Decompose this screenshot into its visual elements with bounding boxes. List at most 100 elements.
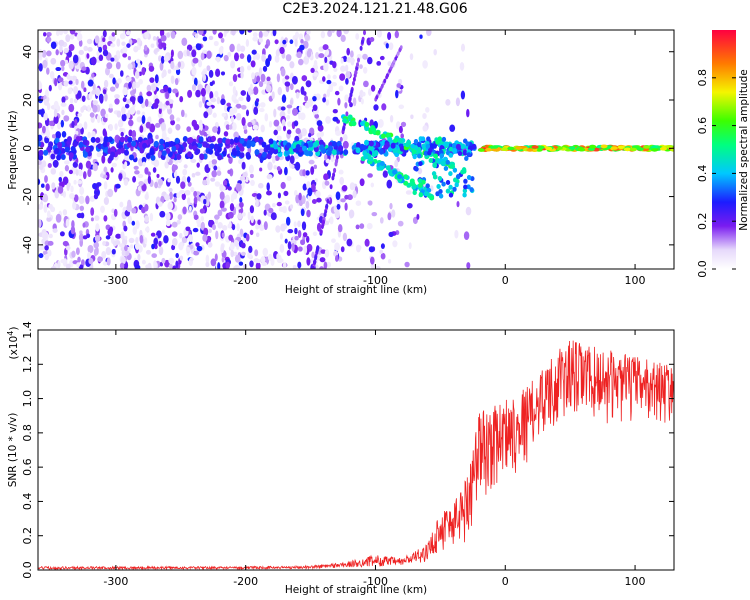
- spectrogram-cell: [165, 91, 170, 99]
- spectrogram-cell: [181, 37, 188, 46]
- spectrogram-cell: [55, 30, 60, 37]
- spectrogram-cell: [47, 240, 54, 246]
- spectrogram-cell: [124, 245, 128, 252]
- spectrogram-cell: [308, 159, 315, 165]
- spectrogram-cell: [459, 61, 465, 71]
- spectrogram-cell: [116, 110, 122, 118]
- spectrogram-cell: [386, 179, 393, 189]
- spectrogram-cell: [61, 109, 65, 116]
- spectrogram-cell: [286, 129, 292, 135]
- spectrogram-cell: [422, 113, 427, 119]
- spectrogram-cell: [160, 34, 167, 42]
- spectrogram-cell: [219, 183, 224, 192]
- spectrogram-cell: [79, 186, 85, 195]
- spectrogram-cell: [58, 30, 64, 36]
- y-tick-label: 20: [21, 93, 34, 107]
- spectrogram-cell: [249, 173, 254, 179]
- spectrogram-cell: [124, 103, 130, 109]
- snr-y-axis: 0.0 0.2 0.4 0.6 0.8 1.0 1.2 1.4: [21, 321, 674, 579]
- y-tick-label: 0.2: [21, 527, 34, 545]
- spectrogram-cell: [54, 78, 58, 87]
- spectrogram-cell: [191, 66, 197, 76]
- spectrogram-cell: [103, 197, 110, 205]
- spectrogram-cell: [172, 265, 177, 269]
- spectrogram-cell: [60, 59, 66, 67]
- spectrogram-cell: [149, 212, 154, 222]
- spectrogram-cell: [141, 156, 147, 164]
- colorbar-gradient: [712, 30, 736, 269]
- spectrogram-cell: [466, 108, 470, 118]
- spectrogram-cell: [266, 190, 272, 196]
- spectrogram-cell: [329, 216, 334, 225]
- spectrogram-cell: [193, 123, 200, 131]
- spectrogram-cell: [433, 153, 439, 159]
- spectrogram-cell: [315, 51, 320, 60]
- spectrogram-cell: [94, 215, 100, 221]
- spectrogram-cell: [272, 202, 276, 208]
- spectrogram-cell: [181, 192, 186, 201]
- spectrogram-cell: [121, 41, 126, 46]
- spectrogram-cell: [239, 65, 245, 74]
- spectrogram-cell: [350, 58, 356, 63]
- spectrogram-cell: [167, 178, 172, 183]
- spectrogram-cell: [379, 165, 385, 170]
- spectrogram-cell: [211, 170, 218, 178]
- spectrogram-cell: [202, 179, 208, 186]
- spectrogram-cell: [121, 106, 126, 115]
- spectrogram-cell: [38, 122, 43, 129]
- spectrogram-cell: [284, 166, 288, 176]
- spectrogram-cell: [284, 238, 288, 244]
- spectrogram-cell: [69, 193, 75, 199]
- spectrogram-cell: [163, 235, 169, 244]
- spectrogram-cell: [344, 194, 349, 200]
- spectrogram-cell: [347, 194, 353, 201]
- spectrogram-cell: [280, 67, 286, 77]
- spectrogram-cell: [199, 208, 206, 214]
- spectrogram-cell: [322, 44, 329, 51]
- spectrogram-cell: [404, 142, 410, 148]
- spectrogram-cell: [306, 181, 311, 190]
- spectrogram-cell: [195, 89, 201, 98]
- spectrogram-cell: [274, 55, 280, 63]
- spectrogram-cell: [38, 63, 43, 72]
- spectrogram-cell: [173, 197, 177, 203]
- spectrogram-cell: [43, 149, 49, 156]
- spectrogram-cell: [219, 200, 225, 209]
- spectrogram-cell: [360, 98, 364, 105]
- spectrogram-cell: [129, 96, 136, 103]
- spectrogram-cell: [206, 50, 212, 60]
- spectrogram-cell: [170, 49, 174, 58]
- spectrogram-cell: [363, 154, 369, 160]
- spectrogram-cell: [67, 87, 73, 95]
- spectrogram-cell: [308, 132, 312, 138]
- spectrogram-cell: [68, 80, 73, 85]
- spectrogram-cell: [171, 244, 176, 251]
- spectrogram-cell: [463, 178, 468, 184]
- spectrogram-cell: [239, 30, 245, 35]
- spectrogram-cell: [301, 128, 307, 137]
- spectrogram-cell: [333, 205, 337, 213]
- spectrogram-cell: [429, 195, 435, 201]
- spectrogram-cell: [260, 256, 266, 264]
- spectrogram-cell: [170, 75, 175, 84]
- spectrogram-cell: [273, 119, 280, 127]
- spectrogram-cell: [81, 259, 85, 267]
- spectrogram-cell: [286, 176, 292, 181]
- spectrogram-cell: [305, 200, 310, 209]
- spectrogram-cell: [124, 235, 128, 240]
- spectrogram-cell: [352, 97, 357, 107]
- y-tick-label: -20: [21, 188, 34, 206]
- spectrogram-cell: [309, 127, 315, 135]
- spectrogram-cell: [312, 141, 318, 148]
- spectrogram-cell: [155, 134, 159, 140]
- spectrogram-cell: [259, 225, 265, 231]
- spectrogram-cell: [102, 128, 107, 137]
- spectrogram-cell: [108, 73, 114, 79]
- spectrogram-cell: [59, 231, 65, 237]
- spectrogram-cell: [77, 256, 81, 263]
- spectrogram-cell: [235, 183, 242, 192]
- spectrogram-cell: [600, 144, 608, 149]
- spectrogram-cell: [228, 81, 234, 87]
- spectrogram-cell: [88, 257, 94, 265]
- spectrogram-cell: [202, 73, 207, 82]
